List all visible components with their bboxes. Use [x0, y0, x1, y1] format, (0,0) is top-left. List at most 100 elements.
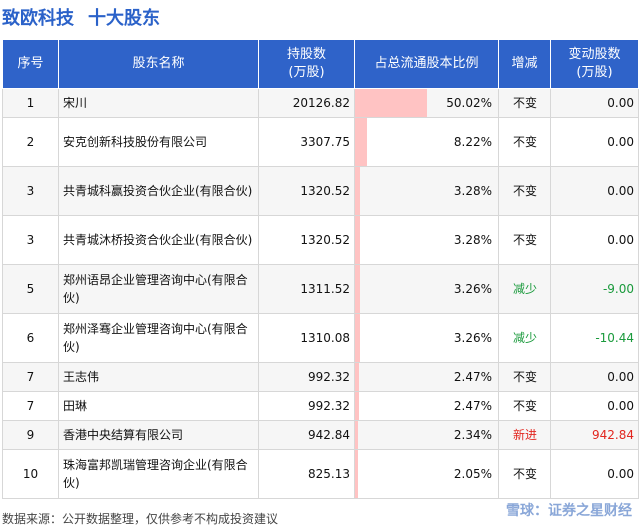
ratio-cell: 3.28%: [354, 166, 499, 216]
ratio-cell: 3.28%: [354, 215, 499, 265]
ratio-label: 3.26%: [453, 331, 492, 345]
rank-cell: 3: [2, 215, 59, 265]
ratio-bar: [355, 216, 360, 264]
change-type-cell: 不变: [498, 449, 551, 499]
ratio-cell: 2.47%: [354, 391, 499, 421]
change-cell: 0.00: [550, 117, 639, 167]
ratio-bar: [355, 167, 360, 215]
name-cell: 郑州语昂企业管理咨询中心(有限合伙): [58, 264, 259, 314]
ratio-label: 2.05%: [453, 467, 492, 481]
rank-cell: 1: [2, 88, 59, 118]
shares-cell: 825.13: [258, 449, 355, 499]
title-row: 致欧科技 十大股东: [2, 2, 174, 32]
table-row: 7 田琳 992.32 2.47% 不变 0.00: [2, 391, 639, 421]
rank-cell: 5: [2, 264, 59, 314]
ratio-bar: [355, 392, 359, 420]
rank-cell: 3: [2, 166, 59, 216]
shares-cell: 1320.52: [258, 166, 355, 216]
change-cell: 0.00: [550, 362, 639, 392]
ratio-cell: 3.26%: [354, 264, 499, 314]
name-cell: 安克创新科技股份有限公司: [58, 117, 259, 167]
rank-cell: 6: [2, 313, 59, 363]
table-subtitle: 十大股东: [88, 8, 160, 29]
change-type-cell: 不变: [498, 166, 551, 216]
change-cell: 0.00: [550, 449, 639, 499]
ratio-cell: 2.47%: [354, 362, 499, 392]
ratio-label: 2.47%: [453, 399, 492, 413]
ratio-cell: 2.34%: [354, 420, 499, 450]
ratio-bar: [355, 450, 358, 498]
change-cell: 0.00: [550, 166, 639, 216]
change-type-cell: 新进: [498, 420, 551, 450]
ratio-label: 8.22%: [453, 135, 492, 149]
change-cell: 0.00: [550, 215, 639, 265]
change-type-cell: 不变: [498, 117, 551, 167]
name-cell: 共青城沐桥投资合伙企业(有限合伙): [58, 215, 259, 265]
shares-cell: 992.32: [258, 391, 355, 421]
shares-cell: 992.32: [258, 362, 355, 392]
ratio-bar: [355, 89, 427, 117]
rank-cell: 10: [2, 449, 59, 499]
shares-cell: 1310.08: [258, 313, 355, 363]
ratio-cell: 2.05%: [354, 449, 499, 499]
table-row: 3 共青城科赢投资合伙企业(有限合伙) 1320.52 3.28% 不变 0.00: [2, 166, 639, 216]
ratio-label: 3.26%: [453, 282, 492, 296]
shares-cell: 3307.75: [258, 117, 355, 167]
table-row: 5 郑州语昂企业管理咨询中心(有限合伙) 1311.52 3.26% 减少 -9.00: [2, 264, 639, 314]
brand-watermark: 雪球：证券之星财经: [506, 503, 632, 519]
ratio-bar: [355, 118, 367, 166]
change-type-cell: 不变: [498, 215, 551, 265]
ratio-label: 3.28%: [453, 233, 492, 247]
name-cell: 田琳: [58, 391, 259, 421]
table-row: 6 郑州泽骞企业管理咨询中心(有限合伙) 1310.08 3.26% 减少 -10.44: [2, 313, 639, 363]
header-name: 股东名称: [58, 39, 259, 89]
source-footer: 数据来源：公开数据整理，仅供参考不构成投资建议: [2, 512, 279, 526]
table-row: 10 珠海富邦凯瑞管理咨询企业(有限合伙) 825.13 2.05% 不变 0.00: [2, 449, 639, 499]
change-type-cell: 减少: [498, 264, 551, 314]
rank-cell: 7: [2, 391, 59, 421]
ratio-bar: [355, 421, 359, 449]
table-row: 1 宋川 20126.82 50.02% 不变 0.00: [2, 88, 639, 118]
name-cell: 郑州泽骞企业管理咨询中心(有限合伙): [58, 313, 259, 363]
header-ratio: 占总流通股本比例: [354, 39, 499, 89]
change-type-cell: 减少: [498, 313, 551, 363]
ratio-label: 50.02%: [446, 96, 492, 110]
table-row: 9 香港中央结算有限公司 942.84 2.34% 新进 942.84: [2, 420, 639, 450]
name-cell: 珠海富邦凯瑞管理咨询企业(有限合伙): [58, 449, 259, 499]
table-row: 2 安克创新科技股份有限公司 3307.75 8.22% 不变 0.00: [2, 117, 639, 167]
ratio-bar: [355, 363, 359, 391]
table-row: 7 王志伟 992.32 2.47% 不变 0.00: [2, 362, 639, 392]
change-cell: 0.00: [550, 391, 639, 421]
rank-cell: 9: [2, 420, 59, 450]
shares-cell: 942.84: [258, 420, 355, 450]
name-cell: 共青城科赢投资合伙企业(有限合伙): [58, 166, 259, 216]
ratio-label: 2.47%: [453, 370, 492, 384]
ratio-bar: [355, 314, 360, 362]
change-cell: 942.84: [550, 420, 639, 450]
change-cell: -10.44: [550, 313, 639, 363]
header-shares-text: 持股数 (万股): [286, 47, 326, 80]
change-type-cell: 不变: [498, 391, 551, 421]
change-cell: 0.00: [550, 88, 639, 118]
name-cell: 香港中央结算有限公司: [58, 420, 259, 450]
table-body: 1 宋川 20126.82 50.02% 不变 0.00 2 安克创新科技股份有限公司 3307…: [2, 88, 639, 499]
rank-cell: 2: [2, 117, 59, 167]
ratio-label: 3.28%: [453, 184, 492, 198]
header-change-text: 变动股数 (万股): [568, 47, 621, 80]
header-change: 变动股数 (万股): [550, 39, 639, 89]
change-cell: -9.00: [550, 264, 639, 314]
header-rank: 序号: [2, 39, 59, 89]
shares-cell: 1311.52: [258, 264, 355, 314]
ratio-label: 2.34%: [453, 428, 492, 442]
name-cell: 王志伟: [58, 362, 259, 392]
header-change-type: 增减: [498, 39, 551, 89]
change-type-cell: 不变: [498, 88, 551, 118]
ratio-bar: [355, 265, 360, 313]
shares-cell: 20126.82: [258, 88, 355, 118]
rank-cell: 7: [2, 362, 59, 392]
change-type-cell: 不变: [498, 362, 551, 392]
ratio-cell: 50.02%: [354, 88, 499, 118]
table-row: 3 共青城沐桥投资合伙企业(有限合伙) 1320.52 3.28% 不变 0.00: [2, 215, 639, 265]
name-cell: 宋川: [58, 88, 259, 118]
shareholder-table: 序号 股东名称 持股数 (万股) 占总流通股本比例 增减 变动股数 (万股) 1 宋川…: [2, 39, 639, 499]
